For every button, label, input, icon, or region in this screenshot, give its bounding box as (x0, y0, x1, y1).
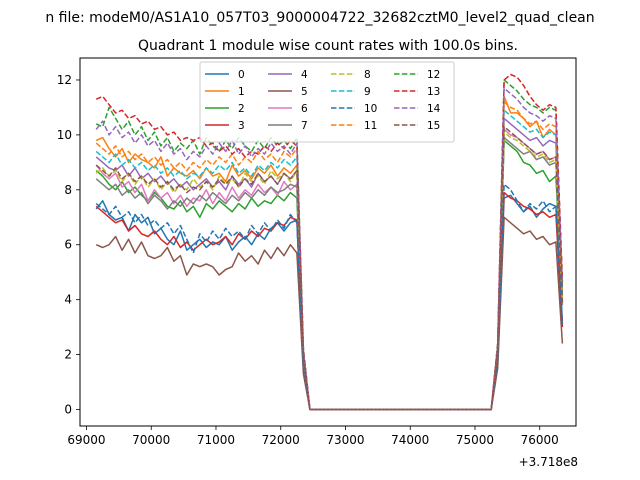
y-tick-label: 12 (57, 73, 72, 87)
y-tick-label: 0 (64, 403, 72, 417)
x-tick-label: 72000 (262, 433, 300, 447)
legend-label-2: 2 (238, 103, 245, 115)
y-axis: 0 2 4 6 8 10 12 (57, 73, 80, 417)
x-tick-label: 73000 (326, 433, 364, 447)
axes-frame (79, 57, 577, 427)
x-tick-label: 74000 (391, 433, 429, 447)
legend-label-7: 7 (301, 120, 308, 132)
x-tick-label: 76000 (521, 433, 559, 447)
legend-label-6: 6 (301, 103, 308, 115)
x-offset-label: +3.718e8 (519, 455, 578, 469)
legend-label-5: 5 (301, 86, 308, 98)
y-tick-label: 6 (64, 238, 72, 252)
y-tick-label: 10 (57, 128, 72, 142)
legend-label-9: 9 (364, 86, 371, 98)
y-tick-label: 4 (64, 293, 72, 307)
legend-label-10: 10 (364, 103, 377, 115)
legend-frame (199, 61, 455, 143)
legend-label-14: 14 (427, 103, 441, 115)
legend-label-15: 15 (427, 120, 440, 132)
x-axis: 69000 70000 71000 72000 73000 74000 75000 76000 (67, 426, 559, 447)
x-tick-label: 69000 (67, 433, 105, 447)
legend-label-1: 1 (238, 86, 245, 98)
legend-label-0: 0 (238, 69, 245, 81)
y-tick-label: 2 (64, 348, 72, 362)
x-tick-label: 71000 (197, 433, 235, 447)
legend-label-11: 11 (364, 120, 377, 132)
legend-label-4: 4 (301, 69, 308, 81)
x-tick-label: 70000 (132, 433, 170, 447)
legend-label-13: 13 (427, 86, 440, 98)
figure-suptitle: n file: modeM0/AS1A10_057T03_9000004722_… (45, 10, 594, 26)
legend-label-3: 3 (238, 120, 245, 132)
legend-label-8: 8 (364, 69, 371, 81)
series-line-15 (95, 125, 564, 411)
chart-title: Quadrant 1 module wise count rates with … (138, 38, 518, 54)
x-tick-label: 75000 (456, 433, 494, 447)
y-tick-label: 8 (64, 183, 72, 197)
plot-area (95, 73, 564, 411)
legend-label-12: 12 (427, 69, 440, 81)
